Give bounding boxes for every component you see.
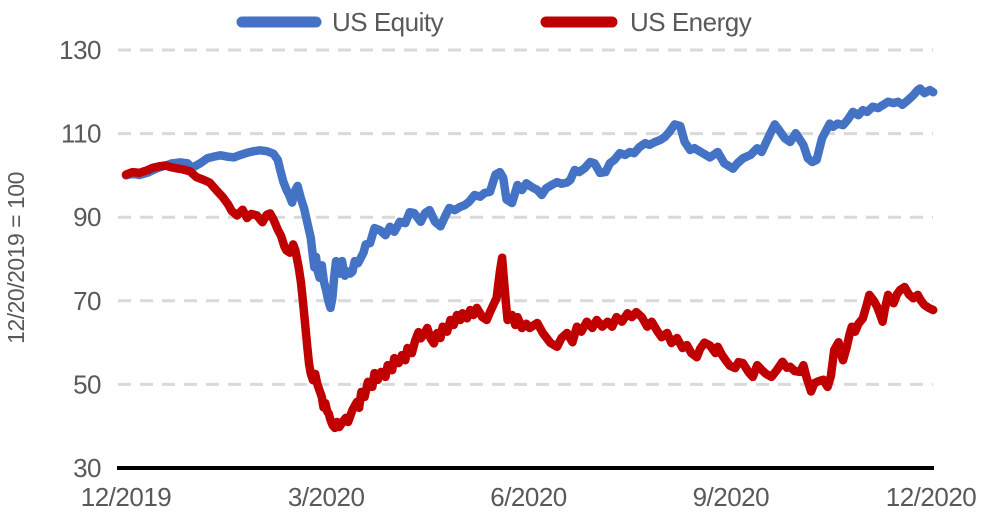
us-equity-line: [121, 84, 938, 313]
x-tick-label: 9/2020: [693, 482, 770, 512]
y-tick-label: 130: [59, 35, 101, 65]
y-tick-label: 110: [61, 119, 101, 149]
y-tick-label: 90: [73, 202, 101, 232]
x-axis-tick-labels: 12/2019 3/2020 6/2020 9/2020 12/2020: [81, 482, 977, 512]
x-tick-label: 6/2020: [490, 482, 567, 512]
legend-label-us-equity: US Equity: [332, 7, 444, 37]
x-tick-label: 12/2020: [886, 482, 977, 512]
y-tick-label: 50: [73, 369, 101, 399]
x-tick-label: 3/2020: [288, 482, 365, 512]
x-tick-label: 12/2019: [81, 482, 172, 512]
y-axis-tick-labels: 30 50 70 90 110 130: [59, 35, 101, 483]
y-axis-title: 12/20/2019 = 100: [3, 172, 29, 344]
series-lines: [121, 84, 938, 433]
y-tick-label: 70: [73, 286, 101, 316]
us-energy-line: [121, 161, 938, 433]
y-tick-label: 30: [73, 453, 101, 483]
legend: US Equity US Energy: [236, 7, 752, 37]
legend-label-us-energy: US Energy: [630, 7, 752, 37]
